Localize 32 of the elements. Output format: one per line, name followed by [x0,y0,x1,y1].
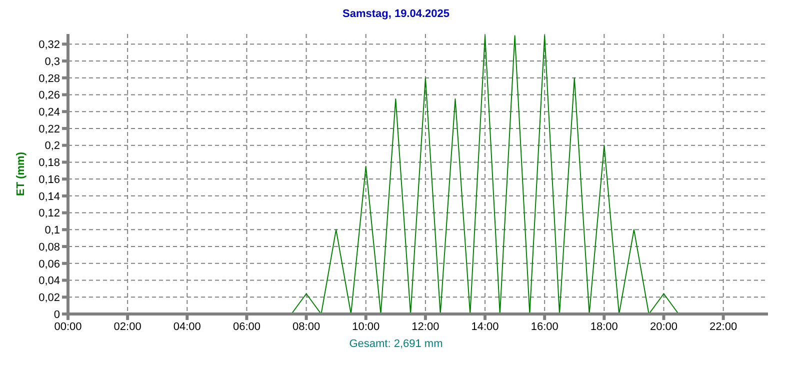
x-tick-label: 08:00 [292,320,320,333]
y-tick-label: 0,16 [38,174,60,186]
y-tick-label: 0,2 [44,140,60,152]
y-tick-label: 0,06 [38,258,60,270]
x-tick-label: 18:00 [590,320,618,333]
y-tick-label: 0,32 [38,39,60,52]
x-tick-label: 02:00 [114,320,142,333]
y-tick-label: 0,08 [38,241,60,254]
text: Gesamt: 2,691 mm [348,338,444,350]
y-tick-label: 0 [54,308,60,321]
y-tick-label: 0,1 [44,224,60,237]
y-tick-label: 0,3 [44,56,60,68]
y-tick-label: 0,26 [38,90,60,102]
x-tick-label: 10:00 [352,320,380,333]
x-tick-label: 04:00 [173,320,201,333]
x-tick-label: 12:00 [412,320,440,333]
x-tick-label: 06:00 [232,320,260,333]
y-tick-label: 0,24 [38,106,60,118]
y-tick-label: 0,28 [38,72,60,85]
x-tick-label: 22:00 [710,320,738,333]
y-tick-label: 0,14 [38,190,60,203]
chart-title: Samstag, 19.04.2025 [341,8,451,22]
x-tick-label: 00:00 [54,320,82,333]
x-tick-label: 14:00 [471,320,499,333]
y-tick-label: 0,12 [38,208,60,220]
y-axis-title: ET (mm) [14,152,27,196]
y-tick-label: 0,18 [38,157,60,170]
y-tick-label: 0,04 [38,275,60,288]
y-tick-label: 0,22 [38,123,60,136]
y-tick-label: 0,02 [38,292,60,304]
x-tick-label: 16:00 [530,320,558,333]
x-tick-label: 20:00 [650,320,678,333]
